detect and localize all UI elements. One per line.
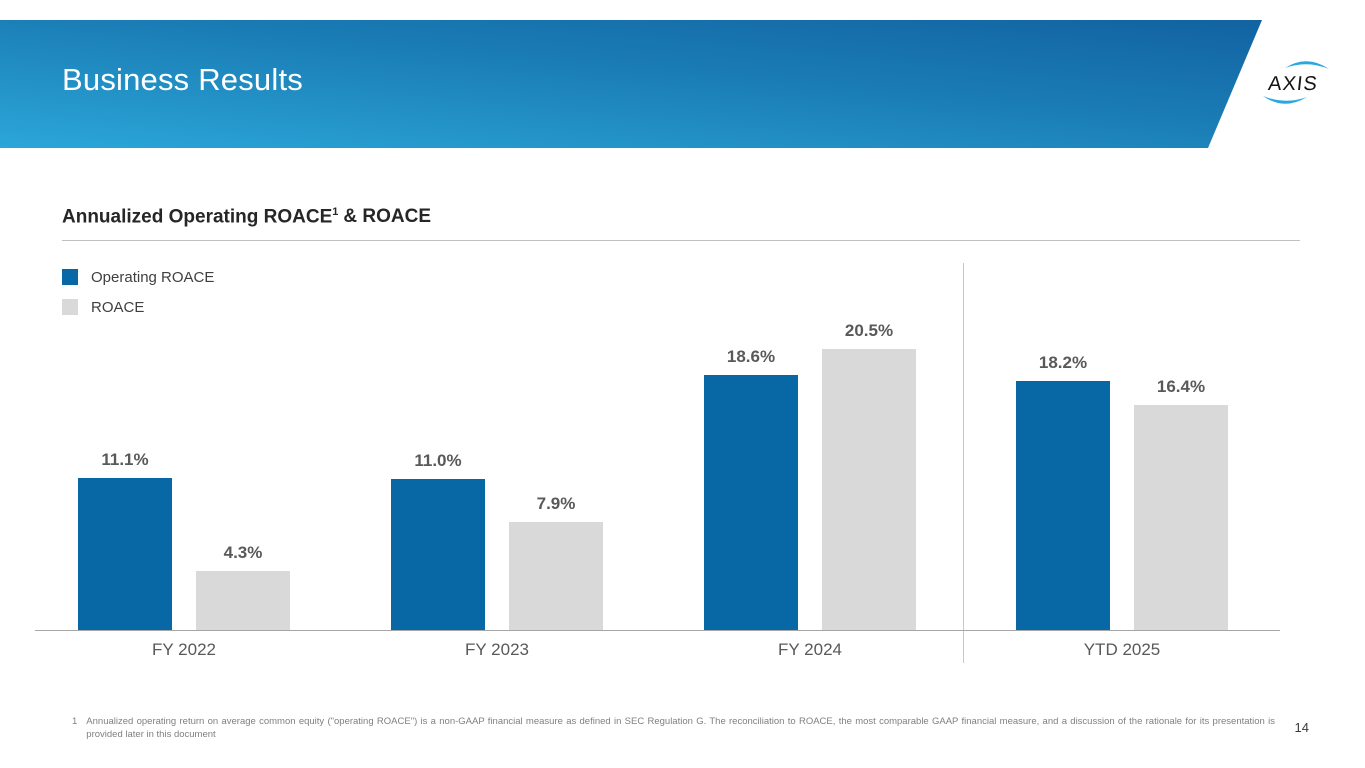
legend-label: Operating ROACE <box>91 268 215 286</box>
value-label-operating-roace-fy-2024: 18.6% <box>726 347 776 366</box>
title-divider-rule <box>62 240 1300 241</box>
bar-operating-roace-fy-2023 <box>391 479 485 630</box>
header-banner: Business Results <box>0 20 1262 148</box>
bar-roace-fy-2022 <box>196 571 290 630</box>
bar-operating-roace-fy-2024 <box>704 375 798 630</box>
footnote: 1 Annualized operating return on average… <box>72 716 1275 741</box>
value-label-roace-ytd-2025: 16.4% <box>1156 377 1206 396</box>
slide-title: Business Results <box>62 62 303 97</box>
bar-roace-ytd-2025 <box>1134 405 1228 630</box>
category-label-fy-2024: FY 2024 <box>778 640 842 659</box>
axis-logo-icon: AXIS <box>1263 61 1329 104</box>
legend-label: ROACE <box>91 298 145 316</box>
bar-operating-roace-fy-2022 <box>78 478 172 630</box>
chart-legend: Operating ROACE ROACE <box>62 266 214 326</box>
legend-swatch-gray <box>62 299 78 315</box>
value-label-operating-roace-fy-2023: 11.0% <box>414 451 462 470</box>
legend-item-roace: ROACE <box>62 296 214 318</box>
svg-text:AXIS: AXIS <box>1267 73 1319 95</box>
category-label-ytd-2025: YTD 2025 <box>1083 640 1161 659</box>
footnote-text: Annualized operating return on average c… <box>86 716 1275 740</box>
page-number: 14 <box>1294 720 1309 735</box>
legend-item-operating-roace: Operating ROACE <box>62 266 214 288</box>
bar-operating-roace-ytd-2025 <box>1016 381 1110 630</box>
value-label-operating-roace-fy-2022: 11.1% <box>101 450 149 469</box>
bar-roace-fy-2023 <box>509 522 603 630</box>
category-label-fy-2023: FY 2023 <box>465 640 529 659</box>
footnote-number: 1 <box>72 716 78 727</box>
period-divider-line <box>963 263 964 663</box>
x-axis-line <box>35 630 1280 631</box>
value-label-operating-roace-ytd-2025: 18.2% <box>1038 353 1088 372</box>
axis-logo: AXIS <box>1260 56 1332 110</box>
value-label-roace-fy-2022: 4.3% <box>223 543 263 562</box>
chart-title: Annualized Operating ROACE1 & ROACE <box>62 206 431 228</box>
value-label-roace-fy-2024: 20.5% <box>844 321 894 340</box>
bar-roace-fy-2024 <box>822 349 916 630</box>
category-label-fy-2022: FY 2022 <box>152 640 216 659</box>
legend-swatch-blue <box>62 269 78 285</box>
chart-title-suffix: & ROACE <box>343 206 431 228</box>
value-label-roace-fy-2023: 7.9% <box>536 494 576 513</box>
chart-title-text: Annualized Operating ROACE <box>62 206 333 228</box>
chart-title-footnote-marker: 1 <box>332 206 339 218</box>
